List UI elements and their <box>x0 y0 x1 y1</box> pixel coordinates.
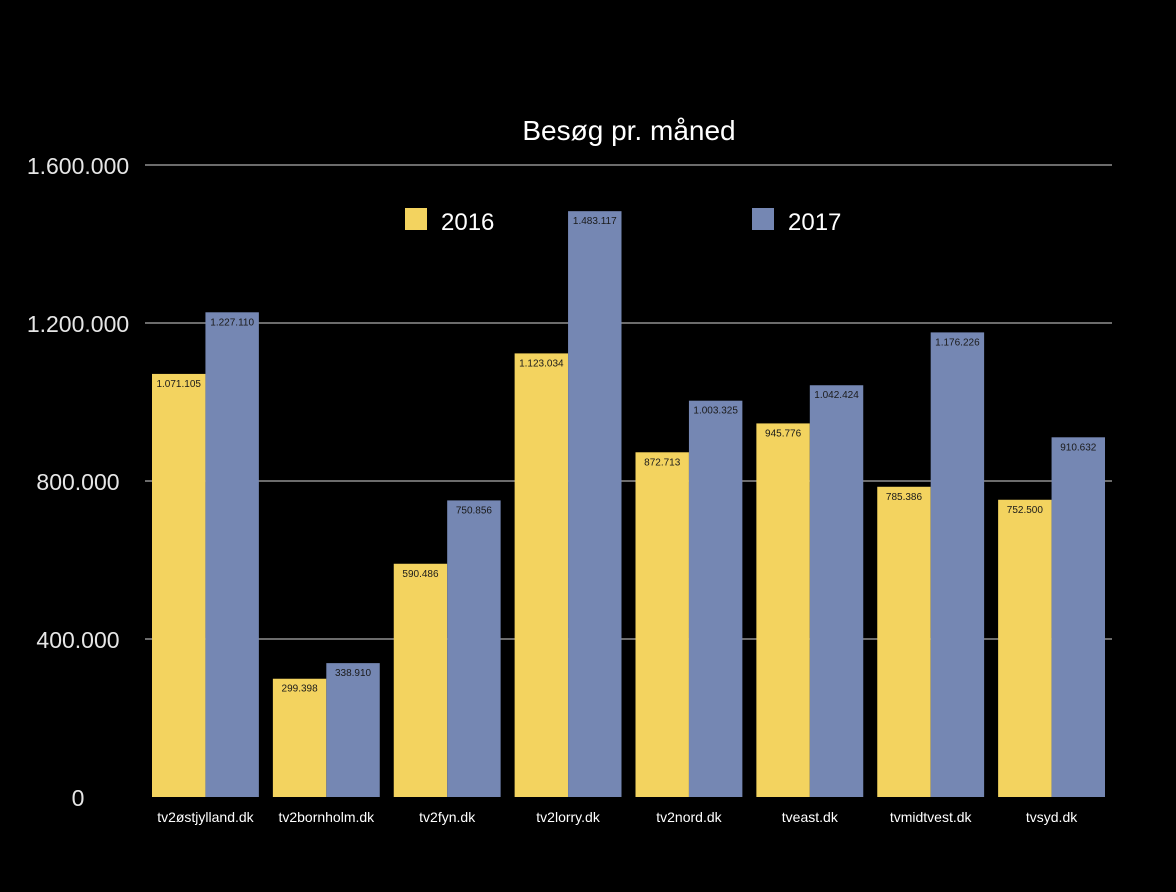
bar-2017-4 <box>688 400 743 797</box>
bar-2017-5 <box>809 385 864 797</box>
data-label: 299.398 <box>282 684 319 695</box>
bar-2016-3 <box>514 353 569 797</box>
bar-2017-3 <box>568 211 622 798</box>
bar-2016-4 <box>635 452 689 797</box>
y-tick-label: 800.000 <box>36 469 119 495</box>
bars <box>152 211 1105 798</box>
y-tick-label: 1.200.000 <box>27 311 129 337</box>
data-label: 1.483.117 <box>573 216 617 227</box>
data-label: 752.500 <box>1007 505 1044 516</box>
data-label: 750.856 <box>456 505 493 516</box>
x-tick-label: tv2nord.dk <box>656 809 722 825</box>
chart-title: Besøg pr. måned <box>522 115 735 146</box>
x-axis-ticks: tv2østjylland.dk tv2bornholm.dk tv2fyn.dk t… <box>157 809 1078 825</box>
bar-2016-7 <box>998 499 1052 797</box>
bar-2017-0 <box>205 312 259 797</box>
bar-2016-6 <box>877 486 931 797</box>
bar-2017-6 <box>930 332 985 797</box>
data-label: 1.042.424 <box>814 390 859 401</box>
bar-2016-1 <box>272 678 327 797</box>
data-label: 1.003.325 <box>693 406 738 417</box>
y-tick-label: 400.000 <box>36 627 119 653</box>
bar-2017-2 <box>447 500 501 797</box>
data-label: 1.176.226 <box>935 337 980 348</box>
x-tick-label: tv2bornholm.dk <box>278 809 375 825</box>
x-tick-label: tv2fyn.dk <box>419 809 476 825</box>
data-label: 1.227.110 <box>210 317 254 328</box>
bar-2017-1 <box>326 663 380 797</box>
bar-2017-7 <box>1051 437 1105 797</box>
data-label: 872.713 <box>644 457 681 468</box>
x-tick-label: tvsyd.dk <box>1026 809 1078 825</box>
x-tick-label: tvmidtvest.dk <box>890 809 973 825</box>
bar-2016-2 <box>393 563 448 797</box>
x-tick-label: tv2østjylland.dk <box>157 809 254 825</box>
bar-2016-0 <box>152 373 206 797</box>
data-label: 1.123.034 <box>519 358 564 369</box>
legend: 2016 2017 <box>405 208 841 236</box>
y-axis-ticks: 0 400.000 800.000 1.200.000 1.600.000 <box>27 153 129 811</box>
bar-2016-5 <box>756 423 810 797</box>
legend-swatch-2017 <box>752 208 774 230</box>
y-tick-label: 1.600.000 <box>27 153 129 179</box>
y-tick-label: 0 <box>72 785 85 811</box>
data-labels: 1.071.105 1.227.110 299.398 338.910 590.486 7… <box>156 216 1096 695</box>
data-label: 1.071.105 <box>156 379 201 390</box>
data-label: 910.632 <box>1060 442 1097 453</box>
data-label: 945.776 <box>765 428 802 439</box>
x-tick-label: tveast.dk <box>782 809 839 825</box>
legend-label: 2017 <box>788 209 841 236</box>
x-tick-label: tv2lorry.dk <box>536 809 601 825</box>
legend-swatch-2016 <box>405 208 427 230</box>
data-label: 590.486 <box>402 569 439 580</box>
data-label: 785.386 <box>886 492 923 503</box>
data-label: 338.910 <box>335 668 372 679</box>
legend-label: 2016 <box>441 209 494 236</box>
